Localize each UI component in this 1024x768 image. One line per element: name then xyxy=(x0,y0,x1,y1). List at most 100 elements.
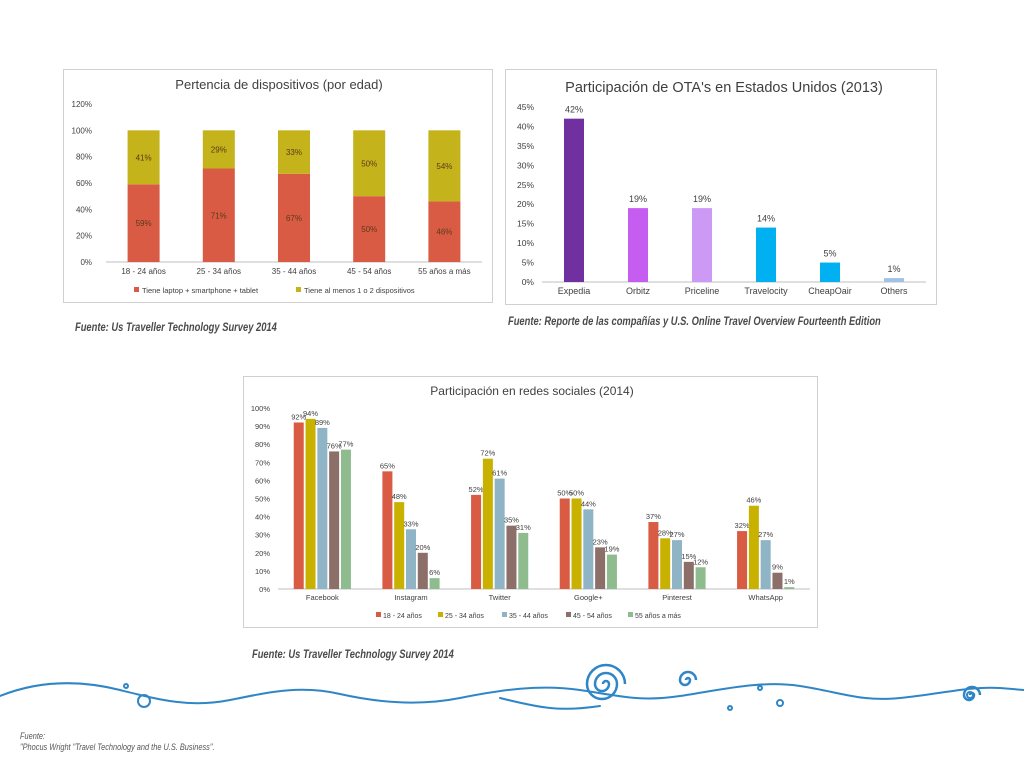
y-tick-label: 35% xyxy=(517,141,534,151)
spiral-large xyxy=(585,663,627,701)
wave-bubble xyxy=(727,705,733,711)
data-label: 50% xyxy=(361,159,377,168)
data-label: 46% xyxy=(436,228,452,237)
bar xyxy=(784,587,795,589)
bar xyxy=(737,531,748,589)
y-tick-label: 100% xyxy=(72,126,92,135)
bar-segment xyxy=(127,184,160,262)
bar-segment xyxy=(428,130,461,202)
x-tick-label: Priceline xyxy=(685,286,720,296)
data-label: 9% xyxy=(772,563,783,572)
x-tick-label: CheapOair xyxy=(808,286,852,296)
y-tick-label: 80% xyxy=(255,440,270,449)
y-tick-label: 30% xyxy=(255,531,270,540)
data-label: 59% xyxy=(136,219,152,228)
legend-label: 45 - 54 años xyxy=(573,613,612,620)
source-chart-social-networks: Fuente: Us Traveller Technology Survey 2… xyxy=(252,647,454,661)
x-tick-label: Expedia xyxy=(558,286,591,296)
bar xyxy=(406,529,416,589)
data-label: 33% xyxy=(286,148,302,157)
legend-swatch xyxy=(296,287,301,292)
data-label: 35% xyxy=(504,516,519,525)
data-label: 50% xyxy=(569,489,584,498)
y-tick-label: 90% xyxy=(255,422,270,431)
x-tick-label: Travelocity xyxy=(744,286,788,296)
wave-bubble xyxy=(757,685,763,691)
decorative-wave xyxy=(0,663,1024,711)
wave-bubble xyxy=(123,683,129,689)
data-label: 28% xyxy=(658,528,673,537)
data-label: 29% xyxy=(211,145,227,154)
data-label: 12% xyxy=(693,557,708,566)
data-label: 33% xyxy=(403,519,418,528)
legend-swatch xyxy=(566,612,571,617)
bar xyxy=(628,208,648,282)
x-tick-label: Orbitz xyxy=(626,286,651,296)
data-label: 67% xyxy=(286,214,302,223)
bar xyxy=(760,540,771,589)
data-label: 65% xyxy=(380,461,395,470)
bar xyxy=(317,427,328,589)
source-chart-device-ownership: Fuente: Us Traveller Technology Survey 2… xyxy=(75,320,277,334)
data-label: 32% xyxy=(735,521,750,530)
data-label: 41% xyxy=(136,153,152,162)
bar-segment xyxy=(202,130,235,169)
data-label: 19% xyxy=(604,545,619,554)
y-tick-label: 20% xyxy=(255,549,270,558)
y-tick-label: 40% xyxy=(255,513,270,522)
data-label: 52% xyxy=(469,485,484,494)
bar xyxy=(340,449,351,589)
x-tick-label: 35 - 44 años xyxy=(272,267,316,276)
data-label: 27% xyxy=(669,530,684,539)
data-label: 14% xyxy=(757,214,775,224)
data-label: 31% xyxy=(516,523,531,532)
legend-label: Tiene laptop + smartphone + tablet xyxy=(142,286,259,295)
bar-segment xyxy=(127,130,160,185)
legend-label: 35 - 44 años xyxy=(509,613,548,620)
data-label: 76% xyxy=(327,441,342,450)
y-tick-label: 40% xyxy=(76,205,92,214)
x-tick-label: 18 - 24 años xyxy=(121,267,165,276)
bar xyxy=(494,478,505,589)
data-label: 48% xyxy=(392,492,407,501)
bar xyxy=(660,538,671,589)
y-tick-label: 50% xyxy=(255,495,270,504)
bar xyxy=(820,262,840,282)
y-tick-label: 40% xyxy=(517,121,534,131)
chart-device-ownership: Pertencia de dispositivos (por edad) 0% 20… xyxy=(63,69,493,303)
bar xyxy=(482,458,493,589)
data-label: 72% xyxy=(480,449,495,458)
wave-line-2 xyxy=(499,697,601,710)
data-label: 42% xyxy=(565,105,583,115)
y-tick-label: 100% xyxy=(251,404,271,413)
spiral-medium xyxy=(678,670,698,687)
data-label: 1% xyxy=(887,264,900,274)
bar xyxy=(564,118,584,282)
data-label: 77% xyxy=(338,440,353,449)
bar-segment xyxy=(353,196,386,262)
data-label: 1% xyxy=(784,577,795,586)
y-tick-label: 20% xyxy=(76,232,92,241)
wave-bubble xyxy=(776,699,784,707)
chart-ota-share-svg: Participación de OTA's en Estados Unidos… xyxy=(517,80,926,296)
bar xyxy=(884,278,904,282)
bar xyxy=(429,578,440,589)
footnote-label: Fuente: xyxy=(20,731,46,741)
data-label: 89% xyxy=(315,418,330,427)
bar xyxy=(417,552,428,589)
data-label: 37% xyxy=(646,512,661,521)
bar xyxy=(571,498,582,589)
legend-swatch xyxy=(502,612,507,617)
data-label: 5% xyxy=(823,249,836,259)
bar xyxy=(394,502,405,589)
legend-label: 18 - 24 años xyxy=(383,613,422,620)
footnote-reference: "Phocus Wright "Travel Technology and th… xyxy=(20,742,215,752)
y-tick-label: 5% xyxy=(522,258,535,268)
bar xyxy=(595,547,606,589)
bar xyxy=(683,561,694,589)
y-tick-label: 0% xyxy=(522,277,535,287)
y-tick-label: 20% xyxy=(517,199,534,209)
legend-label: Tiene al menos 1 o 2 dispositivos xyxy=(304,286,415,295)
bar xyxy=(748,505,759,589)
data-label: 15% xyxy=(681,552,696,561)
